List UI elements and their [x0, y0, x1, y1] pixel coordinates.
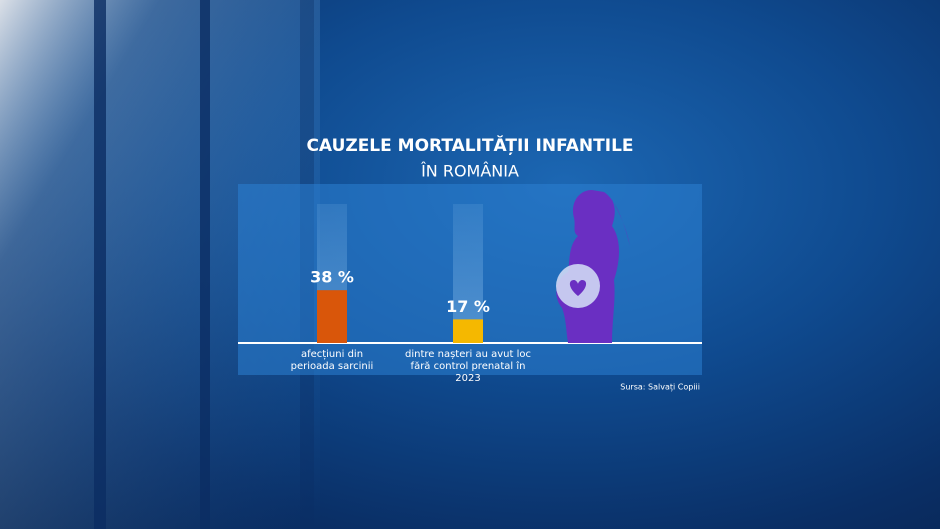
stripe: [200, 0, 210, 529]
stripe: [94, 0, 106, 529]
category-label: dintre nașteri au avut loc fără control …: [405, 349, 531, 384]
value-label: 38 %: [310, 268, 354, 287]
bar: [317, 290, 347, 343]
category-label: afecțiuni din perioada sarcinii: [290, 349, 374, 372]
pregnant-silhouette: [556, 190, 630, 343]
heart: [569, 280, 587, 296]
chart-subtitle: ÎN ROMÂNIA: [420, 162, 519, 181]
value-label: 17 %: [446, 297, 490, 316]
source: Sursa: Salvați Copiii: [620, 383, 700, 393]
bar: [453, 319, 483, 343]
chart-title: CAUZELE MORTALITĂȚII INFANTILE: [306, 134, 633, 156]
